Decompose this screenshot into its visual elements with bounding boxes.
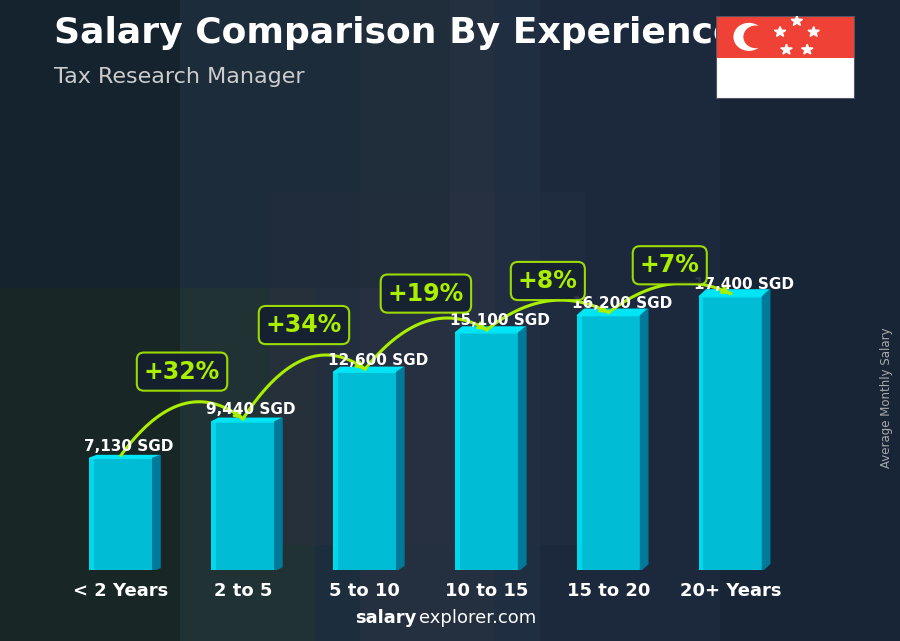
Text: 15,100 SGD: 15,100 SGD [450,313,550,328]
Polygon shape [780,44,792,54]
Text: +19%: +19% [388,281,464,306]
Polygon shape [577,309,648,315]
Polygon shape [518,327,526,570]
Bar [699,297,762,570]
Bar [716,16,855,58]
Polygon shape [333,367,404,372]
Text: 17,400 SGD: 17,400 SGD [694,277,794,292]
Bar [0,0,180,641]
Polygon shape [762,290,770,570]
Bar [360,0,540,641]
Polygon shape [641,309,648,570]
Polygon shape [89,456,160,458]
Text: +32%: +32% [144,360,220,383]
Bar [0,288,315,641]
Text: salary: salary [356,609,417,627]
Text: +7%: +7% [640,253,699,278]
Text: 7,130 SGD: 7,130 SGD [85,438,174,454]
Text: Salary Comparison By Experience: Salary Comparison By Experience [54,16,737,50]
Bar [212,422,216,570]
Text: 9,440 SGD: 9,440 SGD [206,403,296,417]
Polygon shape [774,26,786,37]
Text: 12,600 SGD: 12,600 SGD [328,353,428,367]
Text: 16,200 SGD: 16,200 SGD [572,296,672,311]
Bar [716,58,855,99]
Bar [720,0,900,641]
Bar [577,315,581,570]
Bar [270,192,585,545]
Bar [455,333,518,570]
Polygon shape [274,418,282,570]
Bar [699,297,704,570]
Bar [540,0,720,641]
Polygon shape [791,15,803,26]
Bar [212,422,274,570]
Text: +34%: +34% [266,313,342,337]
Polygon shape [397,367,404,570]
Polygon shape [212,418,282,422]
Text: Average Monthly Salary: Average Monthly Salary [880,327,893,468]
Bar [333,372,338,570]
Bar [89,458,153,570]
Bar [333,372,397,570]
Polygon shape [699,290,770,297]
Bar [577,315,641,570]
Text: Tax Research Manager: Tax Research Manager [54,67,304,87]
Bar [180,0,360,641]
Text: explorer.com: explorer.com [418,609,536,627]
Bar [89,458,94,570]
Polygon shape [808,26,819,37]
Bar [455,333,460,570]
Text: +8%: +8% [518,269,578,293]
Polygon shape [455,327,526,333]
Circle shape [734,24,764,50]
Circle shape [744,26,768,47]
Bar [495,0,900,641]
Polygon shape [802,44,813,54]
Bar [0,0,450,288]
Polygon shape [153,456,160,570]
